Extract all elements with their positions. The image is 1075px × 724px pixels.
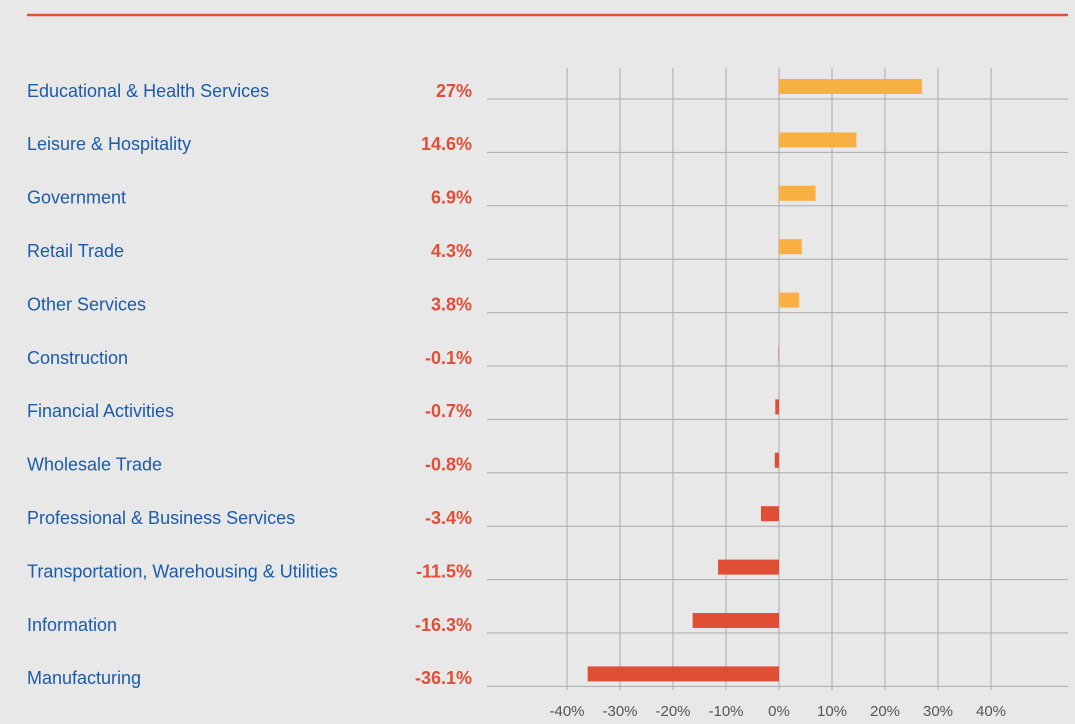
- value-label: 14.6%: [421, 134, 472, 154]
- bar: [718, 559, 779, 575]
- category-label: Financial Activities: [27, 401, 174, 421]
- category-label: Other Services: [27, 294, 146, 314]
- x-tick-label: 0%: [768, 703, 790, 720]
- value-label: -0.1%: [425, 348, 472, 368]
- value-label: 3.8%: [431, 294, 472, 314]
- category-label: Manufacturing: [27, 668, 141, 688]
- bar: [760, 506, 779, 522]
- bar: [779, 79, 923, 94]
- bar: [774, 452, 779, 468]
- bar: [779, 292, 800, 308]
- x-tick-label: 40%: [976, 703, 1006, 720]
- x-tick-label: 10%: [817, 703, 847, 720]
- value-label: -36.1%: [415, 668, 472, 688]
- category-label: Leisure & Hospitality: [27, 134, 191, 154]
- category-label: Government: [27, 188, 126, 208]
- bar: [775, 399, 779, 415]
- category-label: Wholesale Trade: [27, 455, 162, 475]
- x-tick-label: -30%: [602, 703, 637, 720]
- category-label: Educational & Health Services: [27, 81, 269, 101]
- value-label: -11.5%: [416, 561, 472, 581]
- category-label: Professional & Business Services: [27, 508, 295, 528]
- bar: [779, 239, 802, 255]
- category-label: Retail Trade: [27, 241, 124, 261]
- x-tick-label: 20%: [870, 703, 900, 720]
- value-label: -0.7%: [425, 401, 472, 421]
- value-label: -16.3%: [415, 615, 472, 635]
- x-tick-label: 30%: [923, 703, 953, 720]
- x-tick-label: -40%: [549, 703, 584, 720]
- x-tick-label: -20%: [655, 703, 690, 720]
- bar: [778, 346, 779, 361]
- category-label: Information: [27, 615, 117, 635]
- bar: [587, 666, 779, 682]
- bar: [692, 613, 779, 628]
- value-label: -3.4%: [425, 508, 472, 528]
- value-label: -0.8%: [425, 455, 472, 475]
- category-label: Construction: [27, 348, 128, 368]
- bar: [779, 132, 857, 148]
- category-label: Transportation, Warehousing & Utilities: [27, 561, 338, 581]
- value-label: 4.3%: [431, 241, 472, 261]
- bar: [779, 185, 816, 201]
- value-label: 27%: [436, 81, 472, 101]
- x-tick-label: -10%: [708, 703, 743, 720]
- value-label: 6.9%: [431, 188, 472, 208]
